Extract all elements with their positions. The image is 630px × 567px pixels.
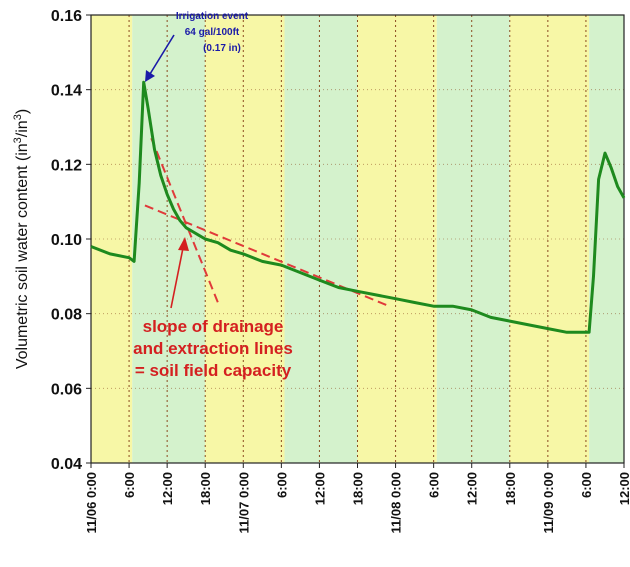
slope-annotation-line-2: and extraction lines bbox=[133, 339, 293, 358]
background-band-4 bbox=[357, 15, 437, 463]
irrigation-annotation-line-2: 64 gal/100ft bbox=[185, 27, 240, 38]
y-axis-label-sup1: 3 bbox=[12, 137, 24, 143]
irrigation-arrow-line bbox=[149, 34, 175, 75]
drainage-reference-line-0 bbox=[150, 137, 219, 303]
y-axis-label-mid: /in bbox=[14, 120, 31, 137]
drainage-reference-line-1 bbox=[144, 204, 390, 308]
horizontal-gridlines bbox=[91, 89, 624, 389]
slope-annotation: slope of drainage and extraction lines =… bbox=[133, 237, 293, 380]
x-tick-label-9: 6:00 bbox=[427, 472, 442, 498]
reference-lines bbox=[144, 137, 390, 308]
x-tick-label-7: 18:00 bbox=[351, 472, 366, 505]
x-tick-label-2: 12:00 bbox=[160, 472, 175, 505]
y-axis-label: Volumetric soil water content (in3/in3) bbox=[12, 109, 31, 369]
soil-water-series-line bbox=[90, 80, 626, 334]
y-axis-label-end: ) bbox=[14, 109, 31, 114]
y-axis-label-main: Volumetric soil water content (in bbox=[14, 143, 31, 369]
x-tick-label-4: 11/07 0:00 bbox=[236, 472, 251, 533]
x-tick-label-1: 6:00 bbox=[122, 472, 137, 498]
x-tick-label-6: 12:00 bbox=[312, 472, 327, 505]
y-tick-label-3: 0.10 bbox=[51, 232, 82, 249]
slope-annotation-line-1: slope of drainage bbox=[143, 317, 284, 336]
series-layer bbox=[90, 80, 626, 334]
y-tick-labels: 0.04 0.06 0.08 0.10 0.12 0.14 0.16 bbox=[51, 8, 91, 473]
x-tick-label-11: 18:00 bbox=[503, 472, 518, 505]
irrigation-annotation-line-1: Irrigation event bbox=[176, 11, 249, 22]
y-tick-label-2: 0.08 bbox=[51, 307, 82, 324]
y-axis-label-sup2: 3 bbox=[12, 114, 24, 120]
background-band-2 bbox=[205, 15, 285, 463]
x-tick-label-14: 12:00 bbox=[617, 472, 630, 505]
x-tick-label-12: 11/09 0:00 bbox=[541, 472, 556, 533]
x-tick-label-5: 6:00 bbox=[274, 472, 289, 498]
slope-arrow-line bbox=[170, 247, 184, 309]
x-tick-label-3: 18:00 bbox=[198, 472, 213, 505]
background-band-5 bbox=[436, 15, 510, 463]
x-tick-label-13: 6:00 bbox=[579, 472, 594, 498]
y-tick-label-5: 0.14 bbox=[51, 83, 82, 100]
irrigation-annotation: Irrigation event 64 gal/100ft (0.17 in) bbox=[145, 11, 249, 82]
x-tick-label-8: 11/08 0:00 bbox=[389, 472, 404, 533]
y-tick-label-0: 0.04 bbox=[51, 456, 82, 473]
background-bands bbox=[91, 15, 624, 463]
y-tick-label-1: 0.06 bbox=[51, 381, 82, 398]
irrigation-annotation-line-3: (0.17 in) bbox=[203, 43, 241, 54]
slope-arrow-head bbox=[178, 237, 189, 251]
background-band-6 bbox=[509, 15, 590, 463]
x-tick-labels: 11/06 0:00 6:00 12:00 18:00 11/07 0:00 6:00 12… bbox=[84, 463, 630, 533]
irrigation-arrow-head bbox=[145, 70, 155, 82]
x-tick-label-0: 11/06 0:00 bbox=[84, 472, 99, 533]
background-band-3 bbox=[284, 15, 358, 463]
slope-annotation-line-3: = soil field capacity bbox=[135, 361, 292, 380]
y-tick-label-6: 0.16 bbox=[51, 8, 82, 25]
x-tick-label-10: 12:00 bbox=[465, 472, 480, 505]
y-tick-label-4: 0.12 bbox=[51, 157, 82, 174]
